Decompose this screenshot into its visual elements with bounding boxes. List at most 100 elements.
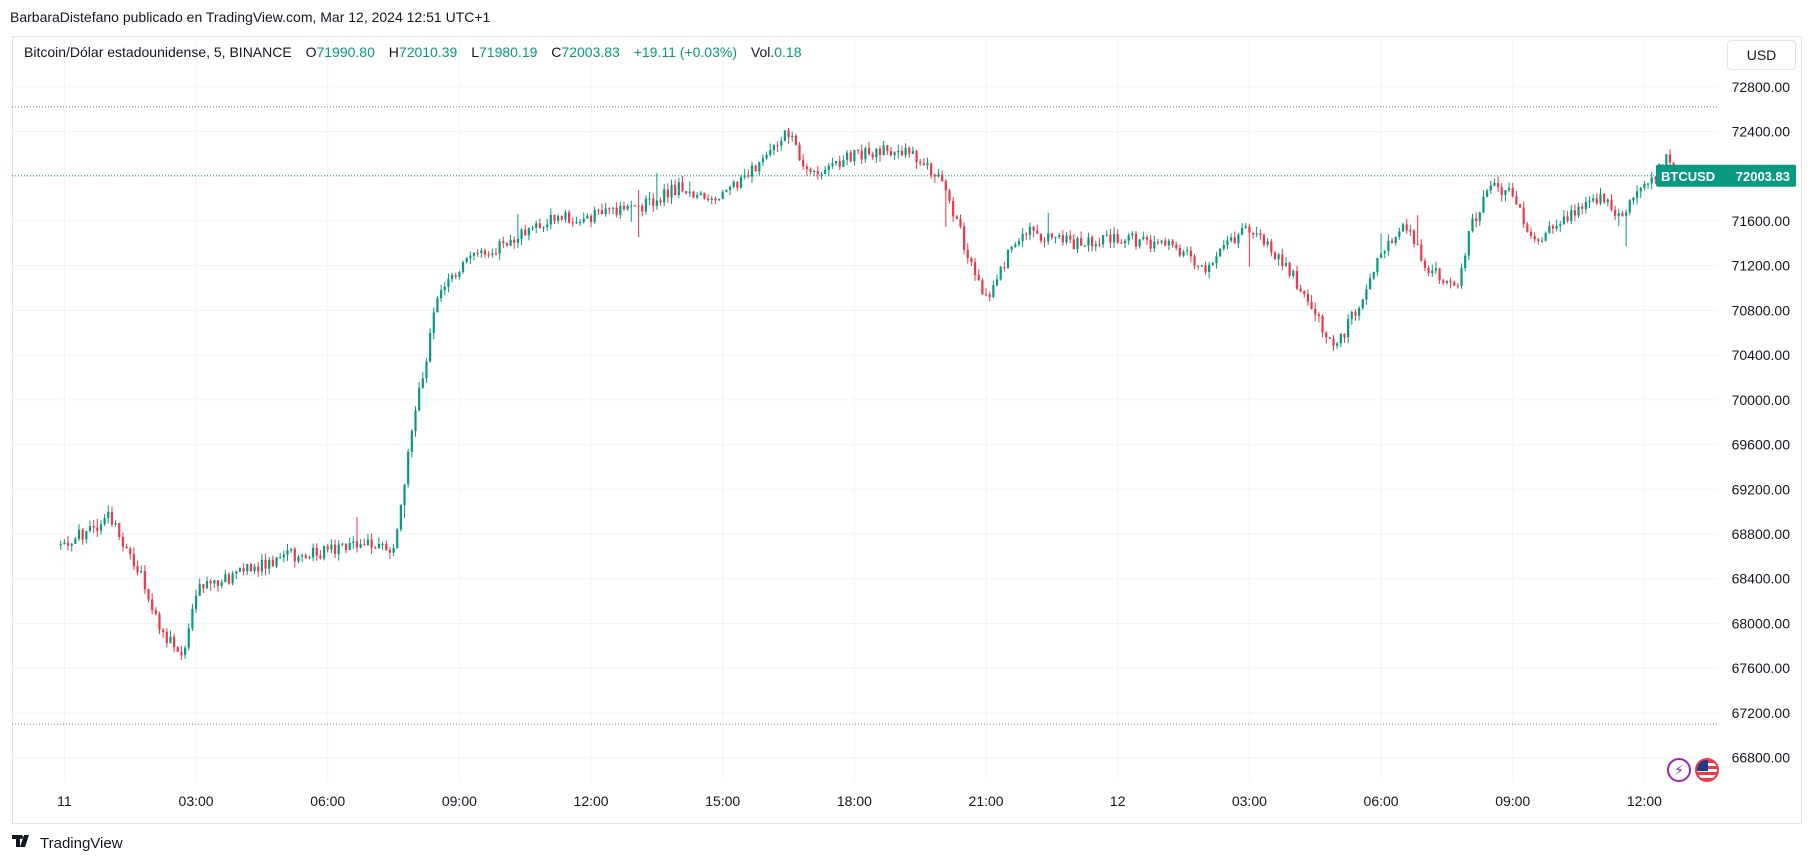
candle: [502, 236, 505, 249]
candle: [118, 522, 121, 540]
candle: [1471, 213, 1474, 233]
candle-body: [1270, 241, 1273, 253]
candle-body: [1065, 235, 1068, 243]
candle: [1284, 256, 1288, 268]
tradingview-logo-icon: [12, 834, 34, 852]
candle: [66, 535, 70, 551]
candle: [469, 251, 472, 265]
candle-body: [1570, 210, 1573, 221]
candle: [1072, 233, 1075, 250]
candle: [1230, 233, 1233, 243]
candle-body: [1127, 235, 1130, 241]
candle-body: [1255, 233, 1258, 235]
candle: [1354, 309, 1357, 321]
candle-body: [169, 636, 172, 644]
candle: [1299, 284, 1302, 293]
candle-body: [198, 584, 201, 596]
candle: [1500, 182, 1503, 202]
symbol-name[interactable]: Bitcoin/Dólar estadounidense, 5, BINANCE: [24, 44, 292, 60]
candle-body: [546, 224, 549, 228]
candle-body: [1526, 224, 1529, 232]
candle: [1628, 199, 1631, 216]
candle-body: [542, 227, 545, 229]
candle-body: [1573, 210, 1576, 216]
candle-body: [1456, 285, 1459, 287]
volume-value: 0.18: [774, 44, 802, 60]
candle-body: [1464, 255, 1467, 269]
candle: [224, 569, 227, 583]
candle-body: [582, 218, 585, 223]
candle-body: [776, 145, 779, 147]
candle-body: [637, 205, 640, 207]
candle-body: [1109, 234, 1112, 243]
candle: [330, 539, 333, 554]
candle: [1540, 237, 1544, 243]
candle: [568, 210, 571, 224]
candle: [1570, 204, 1573, 225]
candle-body: [268, 559, 271, 569]
candle-body: [483, 250, 487, 255]
candle-body: [1544, 232, 1547, 241]
candle-body: [641, 205, 644, 212]
candle: [326, 543, 329, 553]
candle: [1047, 212, 1050, 245]
candle: [520, 228, 523, 246]
candle-body: [970, 258, 973, 263]
candle-body: [670, 185, 673, 198]
candle: [867, 142, 871, 156]
x-tick-label: 12: [1110, 793, 1126, 809]
y-tick-label: 68000.00: [1732, 615, 1791, 631]
candle: [813, 169, 816, 177]
candle-body: [1368, 278, 1372, 290]
candle-body: [1197, 265, 1200, 267]
candle-body: [425, 361, 428, 379]
candle-body: [725, 189, 728, 192]
candle: [578, 219, 582, 226]
candle: [63, 539, 66, 545]
candle-body: [216, 580, 220, 586]
candle-body: [736, 181, 739, 188]
candle: [944, 179, 947, 227]
candle-body: [326, 546, 329, 550]
candle-body: [1186, 250, 1189, 252]
candle-body: [92, 526, 95, 528]
candle-body: [842, 159, 845, 167]
candle-body: [202, 584, 205, 589]
candle: [882, 140, 885, 156]
candle-body: [802, 159, 805, 167]
candle: [1292, 269, 1295, 279]
candle-body: [578, 222, 582, 224]
candle-body: [1635, 191, 1639, 198]
candle-body: [549, 214, 552, 225]
candle: [1076, 236, 1079, 254]
symbol-legend: Bitcoin/Dólar estadounidense, 5, BINANCE…: [24, 44, 801, 60]
candle-body: [586, 215, 589, 219]
candle: [527, 227, 530, 241]
candle-body: [966, 249, 969, 259]
candle: [1365, 284, 1368, 305]
candle: [736, 181, 739, 191]
candle: [176, 645, 179, 653]
candle-body: [717, 198, 721, 201]
footer-brand[interactable]: TradingView: [12, 834, 123, 852]
candle-body: [418, 387, 421, 411]
candle: [1036, 224, 1039, 234]
candle-body: [999, 267, 1002, 280]
candle-body: [461, 262, 465, 273]
candle: [845, 150, 849, 166]
candle: [92, 520, 95, 534]
currency-button[interactable]: USD: [1727, 40, 1796, 70]
candle-body: [1248, 226, 1251, 233]
candle: [1010, 245, 1013, 253]
candle: [1376, 257, 1379, 277]
candle-body: [77, 529, 81, 539]
candle: [546, 218, 549, 231]
candle: [908, 146, 911, 158]
candle: [191, 603, 194, 631]
lightning-icon[interactable]: ⚡: [1667, 758, 1691, 782]
candle-body: [1603, 194, 1606, 203]
candle: [421, 372, 424, 389]
candle-body: [227, 574, 231, 584]
us-flag-icon[interactable]: [1695, 758, 1719, 782]
